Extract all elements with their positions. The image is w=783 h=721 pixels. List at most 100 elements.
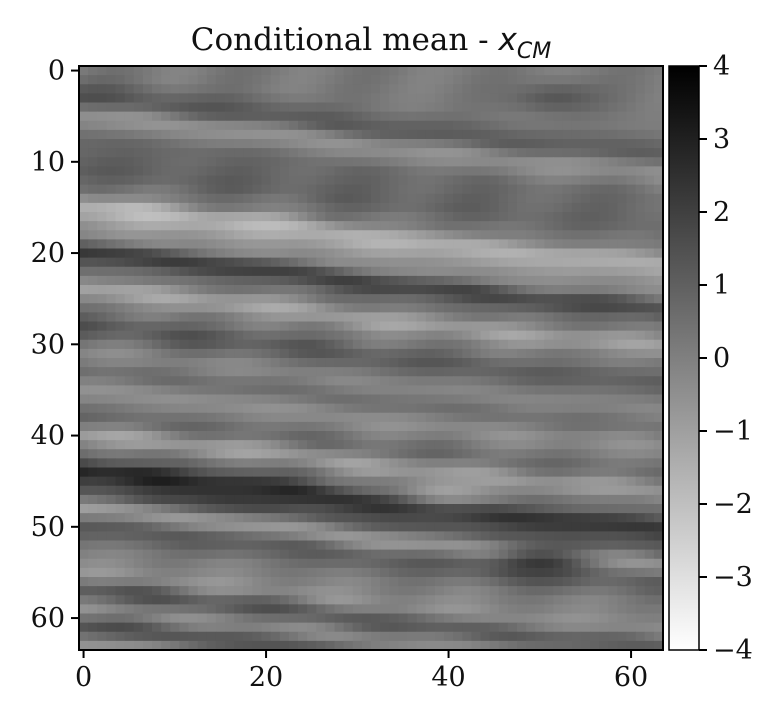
heatmap-cell (489, 485, 500, 496)
heatmap-cell (471, 458, 481, 468)
heatmap-cell (79, 540, 89, 551)
heatmap-cell (644, 412, 655, 423)
heatmap-cell (252, 266, 262, 277)
heatmap-cell (526, 385, 536, 395)
heatmap-cell (142, 312, 153, 322)
heatmap-cell (288, 631, 299, 642)
heatmap-cell (371, 148, 381, 158)
heatmap-cell (425, 93, 436, 103)
heatmap-cell (626, 248, 637, 259)
heatmap-cell (270, 120, 281, 131)
heatmap-cell (307, 485, 317, 496)
heatmap-cell (617, 111, 627, 122)
heatmap-cell (425, 440, 436, 450)
heatmap-cell (462, 622, 472, 633)
heatmap-cell (124, 139, 135, 149)
heatmap-cell (416, 586, 427, 596)
heatmap-cell (599, 111, 609, 122)
heatmap-cell (580, 102, 591, 113)
heatmap-cell (361, 467, 372, 478)
heatmap-cell (617, 275, 627, 286)
heatmap-cell (544, 266, 554, 277)
heatmap-cell (389, 111, 399, 122)
heatmap-cell (361, 476, 372, 487)
heatmap-cell (371, 476, 381, 487)
heatmap-cell (270, 193, 281, 204)
heatmap-cell (352, 631, 363, 642)
heatmap-cell (535, 558, 545, 569)
heatmap-cell (343, 257, 354, 268)
heatmap-cell (480, 622, 491, 633)
heatmap-cell (361, 202, 372, 213)
heatmap-cell (361, 266, 372, 277)
heatmap-cell (608, 148, 618, 158)
heatmap-cell (389, 120, 399, 131)
heatmap-cell (480, 93, 491, 103)
heatmap-cell (234, 102, 244, 113)
heatmap-cell (580, 348, 591, 359)
heatmap-cell (571, 84, 582, 94)
heatmap-cell (507, 239, 518, 249)
heatmap-cell (644, 102, 655, 113)
heatmap-cell (334, 321, 345, 332)
heatmap-cell (471, 193, 481, 204)
heatmap-cell (498, 75, 509, 85)
heatmap-cell (188, 129, 199, 140)
heatmap-cell (590, 75, 600, 85)
heatmap-cell (635, 431, 646, 441)
heatmap-cell (617, 93, 627, 103)
heatmap-cell (188, 494, 199, 505)
heatmap-cell (188, 604, 199, 614)
heatmap-cell (434, 513, 445, 523)
heatmap-cell (124, 266, 135, 277)
heatmap-cell (535, 202, 545, 213)
heatmap-cell (617, 494, 627, 505)
heatmap-cell (142, 148, 153, 158)
heatmap-cell (170, 440, 180, 450)
heatmap-cell (471, 586, 481, 596)
heatmap-cell (316, 339, 326, 350)
heatmap-cell (361, 175, 372, 186)
heatmap-cell (252, 449, 262, 459)
heatmap-cell (307, 339, 317, 350)
heatmap-cell (270, 577, 281, 587)
heatmap-cell (489, 184, 500, 195)
heatmap-cell (535, 540, 545, 551)
heatmap-cell (434, 348, 445, 359)
heatmap-cell (124, 440, 135, 450)
heatmap-cell (453, 257, 463, 268)
heatmap-cell (234, 339, 244, 350)
heatmap-cell (234, 93, 244, 103)
heatmap-cell (526, 175, 536, 186)
heatmap-cell (97, 266, 107, 277)
heatmap-cell (288, 467, 299, 478)
heatmap-cell (580, 129, 591, 140)
heatmap-cell (599, 540, 609, 551)
heatmap-cell (444, 458, 454, 468)
heatmap-cell (298, 175, 308, 186)
heatmap-cell (590, 84, 600, 94)
heatmap-cell (124, 303, 135, 313)
heatmap-cell (580, 403, 591, 414)
heatmap-cell (517, 631, 527, 642)
heatmap-cell (544, 230, 554, 240)
heatmap-cell (197, 531, 208, 541)
heatmap-cell (635, 230, 646, 240)
heatmap-cell (535, 248, 545, 259)
heatmap-cell (371, 111, 381, 122)
heatmap-cell (325, 120, 335, 131)
heatmap-cell (535, 321, 545, 332)
heatmap-cell (517, 421, 527, 432)
heatmap-cell (188, 275, 199, 286)
heatmap-cell (389, 558, 399, 569)
heatmap-cell (361, 367, 372, 377)
heatmap-cell (398, 120, 408, 131)
heatmap-cell (626, 129, 637, 140)
heatmap-cell (553, 285, 564, 295)
heatmap-cell (234, 586, 244, 596)
heatmap-cell (489, 148, 500, 158)
heatmap-cell (298, 558, 308, 569)
heatmap-cell (124, 321, 135, 332)
heatmap-cell (535, 385, 545, 395)
heatmap-cell (644, 458, 655, 468)
